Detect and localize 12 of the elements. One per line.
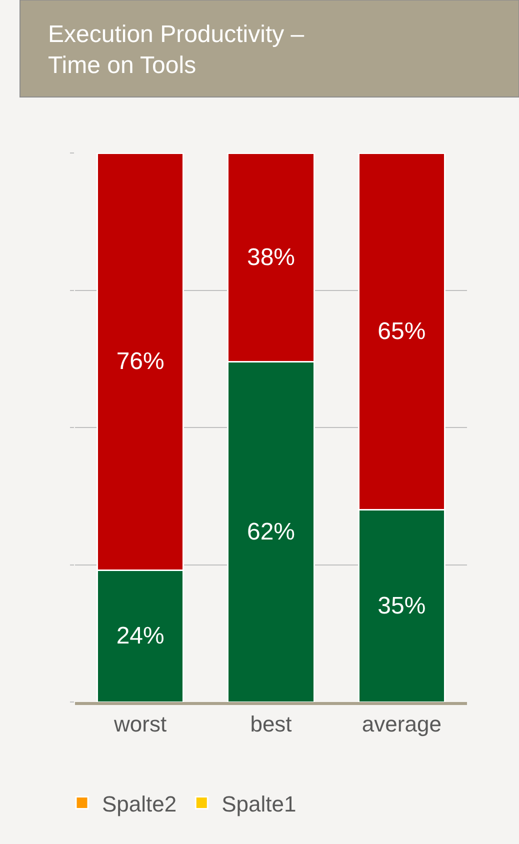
legend-label: Spalte2 bbox=[102, 791, 177, 816]
x-tick-label: average bbox=[362, 711, 442, 736]
data-label: 35% bbox=[378, 592, 426, 620]
data-label: 38% bbox=[246, 244, 296, 271]
data-label: 65% bbox=[378, 318, 426, 345]
x-tick-label: best bbox=[250, 711, 292, 736]
chart-title: Execution Productivity – Time on Tools bbox=[48, 21, 305, 80]
data-label: 76% bbox=[116, 348, 164, 376]
legend-label: Spalte1 bbox=[222, 791, 296, 816]
data-label: 62% bbox=[246, 518, 296, 546]
data-label: 24% bbox=[116, 622, 164, 650]
x-tick-label: worst bbox=[113, 711, 167, 736]
